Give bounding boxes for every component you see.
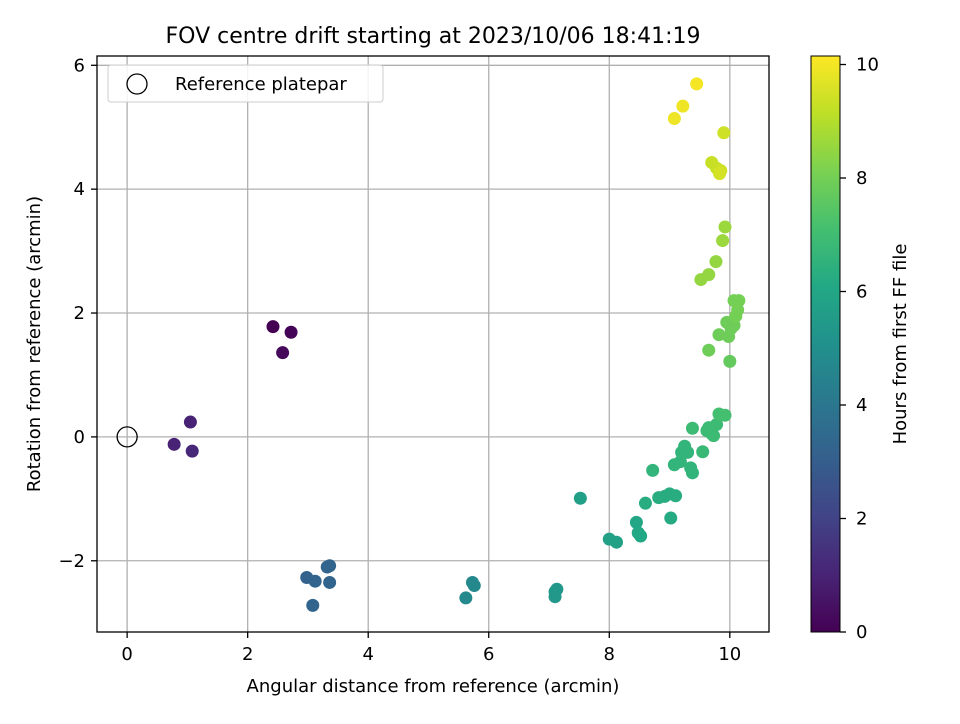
data-point — [696, 445, 710, 459]
data-point — [638, 496, 652, 510]
y-axis-ticks: −2 0 2 4 6 — [58, 55, 97, 572]
data-point — [573, 491, 587, 505]
colorbar — [810, 55, 841, 633]
legend: Reference platepar — [107, 64, 384, 103]
legend-box — [107, 64, 384, 103]
data-point — [713, 167, 727, 181]
data-point — [718, 220, 732, 234]
colorbar-ticks: 0 2 4 6 8 10 — [840, 55, 879, 643]
colorbar-tick-label: 4 — [856, 395, 867, 416]
x-axis-label: Angular distance from reference (arcmin) — [247, 676, 620, 697]
legend-marker-reference — [126, 73, 148, 95]
colorbar-label: Hours from first FF file — [890, 244, 911, 445]
data-point — [669, 489, 683, 503]
data-point — [709, 255, 723, 269]
data-point — [634, 529, 648, 543]
data-point — [185, 444, 199, 458]
data-point — [276, 346, 290, 360]
data-points — [116, 77, 746, 612]
colorbar-tick-label: 10 — [856, 55, 879, 76]
colorbar-tick-label: 6 — [856, 282, 867, 303]
x-tick-label: 6 — [483, 644, 494, 665]
data-point — [685, 466, 699, 480]
data-point — [323, 559, 337, 573]
data-point — [723, 354, 737, 368]
colorbar-tick-label: 8 — [856, 168, 867, 189]
data-point — [323, 575, 337, 589]
data-point — [306, 598, 320, 612]
data-point — [681, 445, 695, 459]
y-tick-label: 0 — [74, 427, 85, 448]
y-tick-label: 4 — [74, 179, 85, 200]
data-point — [167, 437, 181, 451]
data-point — [610, 535, 624, 549]
data-point — [707, 429, 721, 443]
legend-label-reference: Reference platepar — [175, 74, 347, 95]
x-tick-label: 10 — [718, 644, 741, 665]
data-point — [690, 77, 704, 91]
data-point — [732, 294, 746, 308]
data-point — [664, 511, 678, 525]
data-point — [266, 320, 280, 334]
y-tick-label: 6 — [74, 55, 85, 76]
plot-area-frame — [96, 55, 770, 633]
y-axis-label: Rotation from reference (arcmin) — [24, 196, 45, 492]
data-point — [467, 579, 481, 593]
data-point — [284, 325, 298, 339]
data-point — [183, 415, 197, 429]
grid-lines — [97, 56, 769, 632]
data-point — [702, 343, 716, 357]
x-axis-ticks: 0 2 4 6 8 10 — [121, 632, 741, 665]
data-point — [717, 126, 731, 140]
data-point — [629, 515, 643, 529]
colorbar-tick-label: 2 — [856, 509, 867, 530]
x-tick-label: 8 — [604, 644, 615, 665]
data-point — [548, 590, 562, 604]
x-tick-label: 2 — [242, 644, 253, 665]
y-tick-label: −2 — [58, 551, 85, 572]
chart-title: FOV centre drift starting at 2023/10/06 … — [166, 24, 701, 49]
data-point — [308, 574, 322, 588]
colorbar-tick-label: 0 — [856, 622, 867, 643]
data-point — [716, 234, 730, 248]
data-point — [710, 418, 724, 432]
data-point — [676, 99, 690, 113]
x-tick-label: 0 — [121, 644, 132, 665]
x-tick-label: 4 — [362, 644, 373, 665]
data-point — [646, 463, 660, 477]
data-point — [667, 112, 681, 126]
data-point — [702, 268, 716, 282]
data-point — [459, 591, 473, 605]
y-tick-label: 2 — [74, 303, 85, 324]
data-point — [712, 328, 726, 342]
reference-platepar-marker — [116, 426, 138, 448]
data-point — [718, 408, 732, 422]
data-point — [685, 421, 699, 435]
